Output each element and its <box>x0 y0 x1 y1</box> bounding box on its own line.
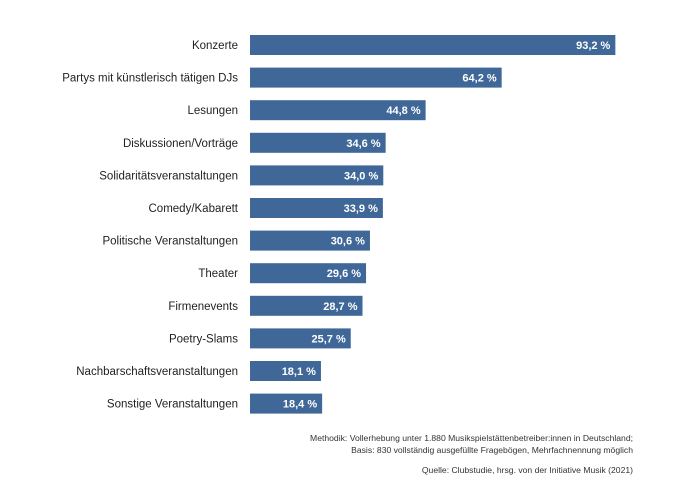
category-label: Sonstige Veranstaltungen <box>107 399 238 411</box>
category-label: Konzerte <box>192 40 238 52</box>
footnote-basis: Basis: 830 vollständig ausgefüllte Frage… <box>351 445 633 455</box>
category-label: Comedy/Kabarett <box>149 203 239 215</box>
category-label: Firmenevents <box>168 301 238 313</box>
category-label: Solidaritätsveranstaltungen <box>99 170 238 182</box>
value-label: 34,0 % <box>344 170 378 182</box>
category-label: Nachbarschaftsveranstaltungen <box>76 366 238 378</box>
category-label: Poetry-Slams <box>169 333 238 345</box>
category-label: Theater <box>198 268 238 280</box>
bar <box>250 198 383 218</box>
category-label: Politische Veranstaltungen <box>102 236 238 248</box>
bar <box>250 132 386 153</box>
bar <box>250 35 616 55</box>
bar-chart: Konzerte 93,2 % Partys mit künstlerisch tä… <box>62 35 616 414</box>
footnote-methodik: Methodik: Vollerhebung unter 1.880 Musik… <box>310 433 633 443</box>
bar <box>250 361 321 381</box>
bar <box>250 67 502 88</box>
value-label: 34,6 % <box>346 138 380 150</box>
value-label: 64,2 % <box>462 73 496 85</box>
bar <box>250 295 363 316</box>
value-label: 29,6 % <box>327 268 361 280</box>
value-label: 18,4 % <box>283 399 317 411</box>
value-label: 25,7 % <box>311 333 345 345</box>
value-label: 18,1 % <box>282 366 316 378</box>
category-label: Diskussionen/Vorträge <box>123 138 238 150</box>
bar <box>250 165 384 186</box>
bar <box>250 263 367 284</box>
category-label: Lesungen <box>187 105 238 117</box>
footnote-source: Quelle: Clubstudie, hrsg. von der Initia… <box>421 465 633 475</box>
value-label: 93,2 % <box>576 40 610 52</box>
bar <box>250 393 323 414</box>
value-label: 33,9 % <box>344 203 378 215</box>
bar <box>250 230 370 251</box>
value-label: 44,8 % <box>386 105 420 117</box>
value-label: 28,7 % <box>323 301 357 313</box>
bar <box>250 328 351 349</box>
bar <box>250 100 426 121</box>
value-label: 30,6 % <box>331 236 365 248</box>
category-label: Partys mit künstlerisch tätigen DJs <box>62 73 238 85</box>
